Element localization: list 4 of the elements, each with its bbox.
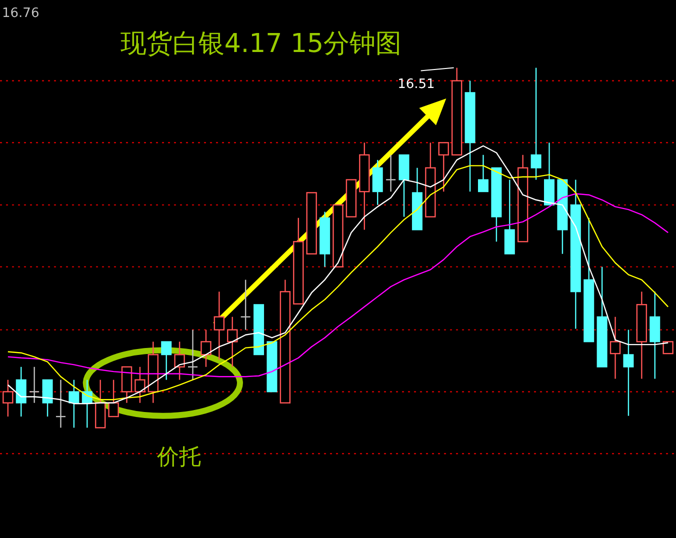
title: 现货白银4.17 15分钟图: [120, 29, 402, 60]
annotation: 16.51: [398, 76, 435, 92]
annotation: 价托: [156, 444, 201, 470]
annotation: 16.76: [2, 6, 40, 21]
